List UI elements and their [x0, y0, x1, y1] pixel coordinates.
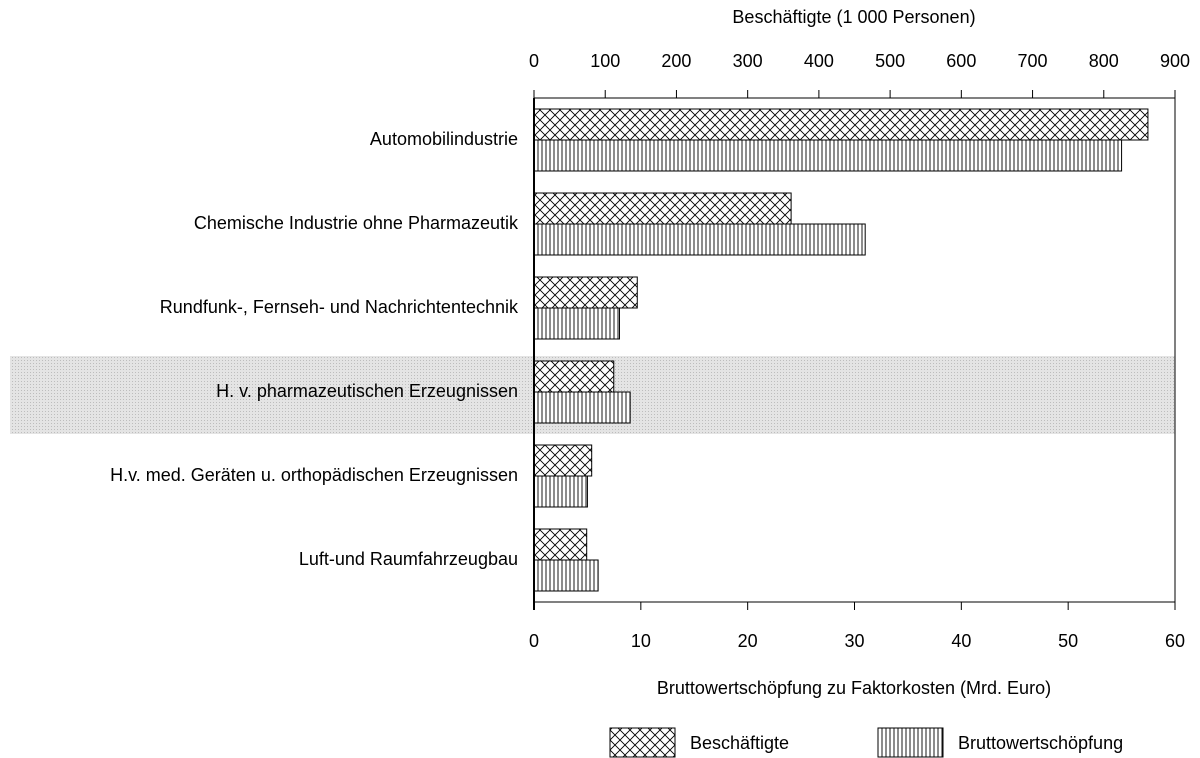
x-tick-label: 10 — [631, 631, 651, 651]
x-tick-label: 60 — [1165, 631, 1185, 651]
bar — [533, 444, 593, 477]
category-label: H.v. med. Geräten u. orthopädischen Erze… — [110, 465, 518, 485]
x2-tick-label: 100 — [590, 51, 620, 71]
bar — [533, 108, 1149, 141]
x2-tick-label: 500 — [875, 51, 905, 71]
category-label: Rundfunk-, Fernseh- und Nachrichtentechn… — [160, 297, 519, 317]
category-label: H. v. pharmazeutischen Erzeugnissen — [216, 381, 518, 401]
x2-tick-label: 200 — [661, 51, 691, 71]
plot-frame — [533, 97, 1176, 603]
bar — [533, 139, 1123, 172]
category-label: Chemische Industrie ohne Pharmazeutik — [194, 213, 519, 233]
category-label: Automobilindustrie — [370, 129, 518, 149]
bar — [533, 276, 638, 309]
legend-swatch — [877, 727, 944, 758]
x-axis-title: Bruttowertschöpfung zu Faktorkosten (Mrd… — [657, 678, 1051, 698]
bar — [533, 223, 866, 256]
x-tick-label: 30 — [844, 631, 864, 651]
bar — [533, 475, 588, 508]
x-tick-label: 50 — [1058, 631, 1078, 651]
bar — [533, 528, 588, 561]
x2-tick-label: 800 — [1089, 51, 1119, 71]
x2-tick-label: 300 — [733, 51, 763, 71]
x2-tick-label: 700 — [1018, 51, 1048, 71]
bar — [533, 192, 792, 225]
x2-tick-label: 0 — [529, 51, 539, 71]
legend-swatch — [609, 727, 676, 758]
x-tick-label: 20 — [738, 631, 758, 651]
x2-tick-label: 400 — [804, 51, 834, 71]
legend-label: Bruttowertschöpfung — [958, 733, 1123, 753]
bar — [533, 307, 620, 340]
legend-label: Beschäftigte — [690, 733, 789, 753]
x2-axis-title: Beschäftigte (1 000 Personen) — [732, 7, 975, 27]
bar — [533, 559, 599, 592]
x2-tick-label: 600 — [946, 51, 976, 71]
bar — [533, 391, 631, 424]
x2-tick-label: 900 — [1160, 51, 1190, 71]
x-tick-label: 40 — [951, 631, 971, 651]
bar — [533, 360, 615, 393]
x-tick-label: 0 — [529, 631, 539, 651]
category-label: Luft-und Raumfahrzeugbau — [299, 549, 518, 569]
